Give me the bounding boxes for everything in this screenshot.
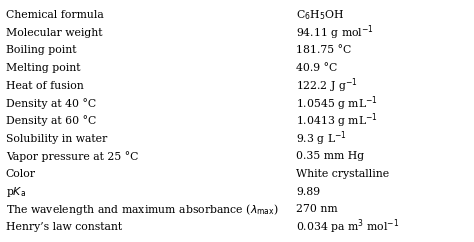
- Text: Solubility in water: Solubility in water: [6, 134, 107, 144]
- Text: Vapor pressure at 25 °C: Vapor pressure at 25 °C: [6, 151, 138, 162]
- Text: 9.3 g L$^{-1}$: 9.3 g L$^{-1}$: [296, 129, 347, 148]
- Text: The wavelength and maximum absorbance ($\lambda_\mathrm{max}$): The wavelength and maximum absorbance ($…: [6, 202, 279, 217]
- Text: 94.11 g mol$^{-1}$: 94.11 g mol$^{-1}$: [296, 23, 374, 42]
- Text: 0.034 pa m$^3$ mol$^{-1}$: 0.034 pa m$^3$ mol$^{-1}$: [296, 218, 400, 236]
- Text: Henry’s law constant: Henry’s law constant: [6, 222, 122, 232]
- Text: Density at 60 °C: Density at 60 °C: [6, 116, 96, 126]
- Text: Chemical formula: Chemical formula: [6, 10, 103, 20]
- Text: Color: Color: [6, 169, 36, 179]
- Text: 40.9 °C: 40.9 °C: [296, 63, 337, 73]
- Text: Molecular weight: Molecular weight: [6, 28, 102, 38]
- Text: 181.75 °C: 181.75 °C: [296, 45, 352, 55]
- Text: Heat of fusion: Heat of fusion: [6, 81, 83, 91]
- Text: p$K_\mathrm{a}$: p$K_\mathrm{a}$: [6, 185, 26, 199]
- Text: 0.35 mm Hg: 0.35 mm Hg: [296, 151, 365, 161]
- Text: 1.0413 g mL$^{-1}$: 1.0413 g mL$^{-1}$: [296, 112, 378, 130]
- Text: Melting point: Melting point: [6, 63, 80, 73]
- Text: 122.2 J g$^{-1}$: 122.2 J g$^{-1}$: [296, 76, 358, 95]
- Text: Density at 40 °C: Density at 40 °C: [6, 98, 96, 109]
- Text: 9.89: 9.89: [296, 187, 320, 197]
- Text: 1.0545 g mL$^{-1}$: 1.0545 g mL$^{-1}$: [296, 94, 378, 113]
- Text: 270 nm: 270 nm: [296, 204, 338, 214]
- Text: White crystalline: White crystalline: [296, 169, 389, 179]
- Text: Boiling point: Boiling point: [6, 45, 76, 55]
- Text: C$_6$H$_5$OH: C$_6$H$_5$OH: [296, 8, 344, 22]
